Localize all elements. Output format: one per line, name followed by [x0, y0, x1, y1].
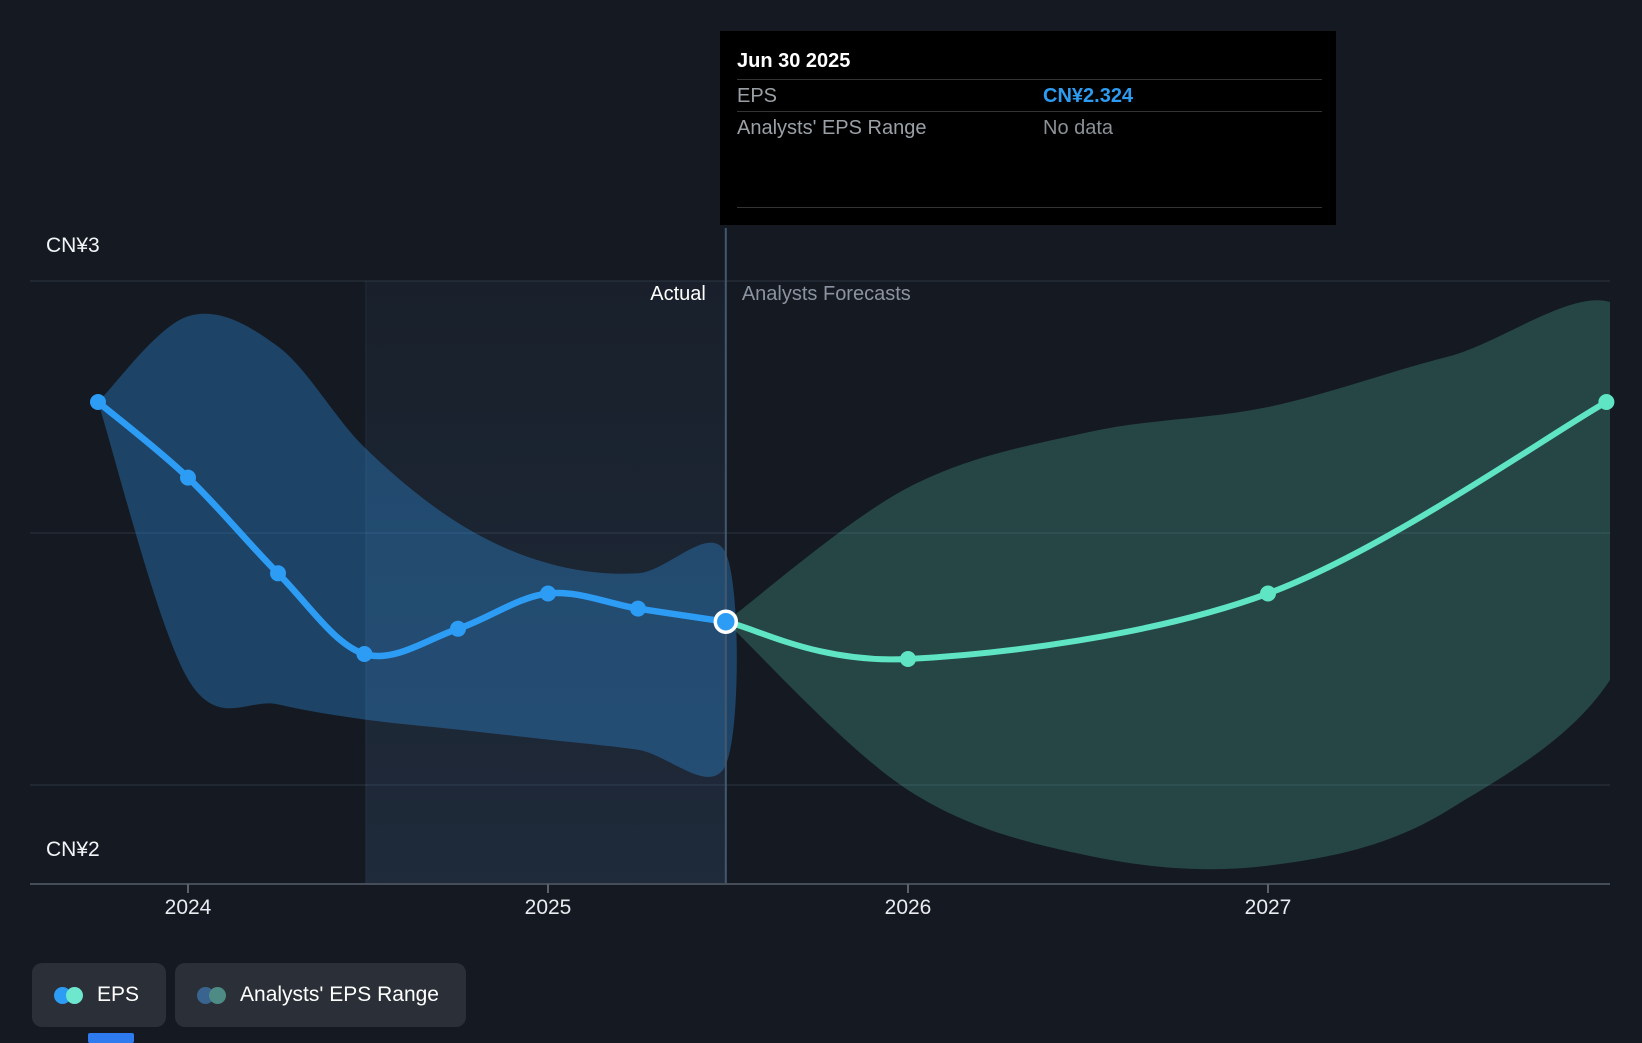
tooltip-eps-label: EPS [737, 85, 778, 107]
legend-eps-dots-icon [54, 986, 83, 1004]
x-axis-label-2024: 2024 [164, 896, 212, 919]
tooltip-row-eps: EPS CN¥2.324 [737, 80, 1322, 112]
tooltip-range-value: No data [1043, 117, 1114, 139]
eps-data-point[interactable] [450, 620, 466, 637]
scroll-indicator-bar [88, 1033, 134, 1043]
x-axis-label-2027: 2027 [1244, 896, 1292, 919]
forecast-range-band [725, 300, 1610, 870]
eps-data-point[interactable] [540, 585, 556, 602]
eps-data-point[interactable] [270, 565, 286, 582]
eps-data-point[interactable] [180, 469, 196, 486]
eps-data-point[interactable] [90, 394, 106, 410]
y-axis-label-max: CN¥3 [46, 234, 100, 257]
tooltip-range-label: Analysts' EPS Range [737, 117, 927, 139]
x-axis-label-2025: 2025 [524, 896, 572, 919]
eps-data-point[interactable] [356, 646, 373, 662]
eps-actual-line [94, 398, 730, 660]
y-axis-label-min: CN¥2 [46, 838, 100, 861]
legend-eps-label: EPS [97, 983, 140, 1006]
legend-range-dots-icon [197, 986, 227, 1004]
forecast-data-point[interactable] [1598, 394, 1615, 410]
chart-legend: EPS Analysts' EPS Range [32, 963, 466, 1027]
current-data-point[interactable] [713, 609, 739, 634]
tooltip-date: Jun 30 2025 [737, 31, 1322, 80]
highlight-band [365, 281, 726, 884]
legend-analysts-eps-range[interactable]: Analysts' EPS Range [175, 963, 466, 1027]
forecast-region-label: Analysts Forecasts [741, 283, 911, 305]
legend-range-label: Analysts' EPS Range [240, 983, 439, 1006]
eps-data-point[interactable] [630, 600, 646, 617]
actual-region-label: Actual [650, 283, 706, 305]
legend-eps[interactable]: EPS [32, 963, 167, 1027]
tooltip-bottom-divider [737, 207, 1322, 208]
x-axis-label-2026: 2026 [884, 896, 932, 919]
forecast-data-point[interactable] [1260, 585, 1276, 602]
tooltip-row-range: Analysts' EPS Range No data [737, 112, 1322, 143]
tooltip-eps-value: CN¥2.324 [1043, 85, 1134, 107]
forecast-data-point[interactable] [900, 651, 916, 667]
chart-tooltip: Jun 30 2025 EPS CN¥2.324 Analysts' EPS R… [720, 31, 1336, 225]
eps-forecast-line [722, 399, 1610, 663]
